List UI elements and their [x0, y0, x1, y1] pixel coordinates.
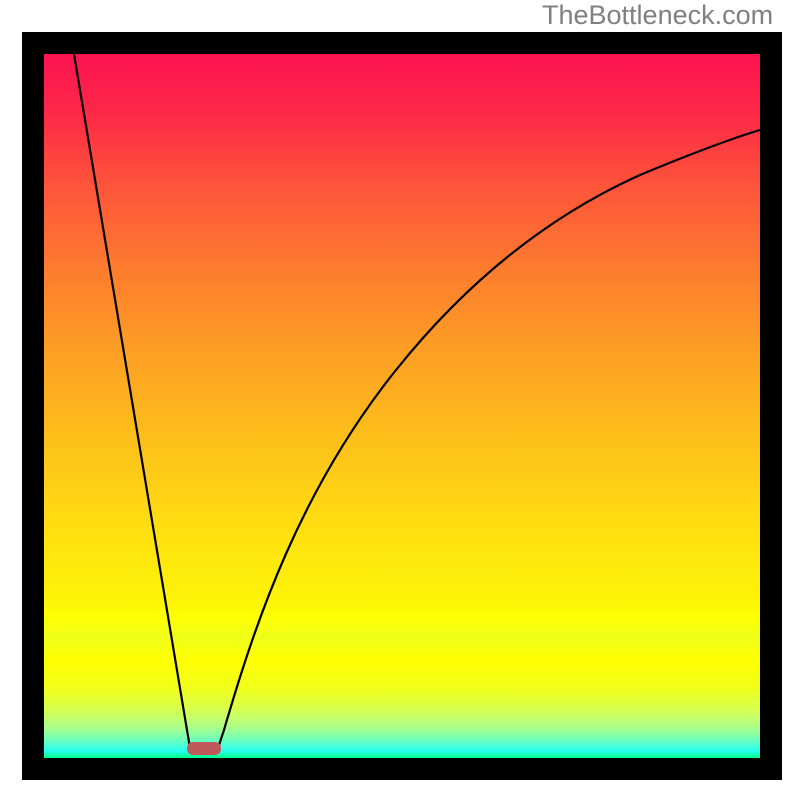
chart-stage: TheBottleneck.com [0, 0, 800, 800]
watermark-text: TheBottleneck.com [542, 0, 773, 31]
plot-border [22, 32, 782, 780]
